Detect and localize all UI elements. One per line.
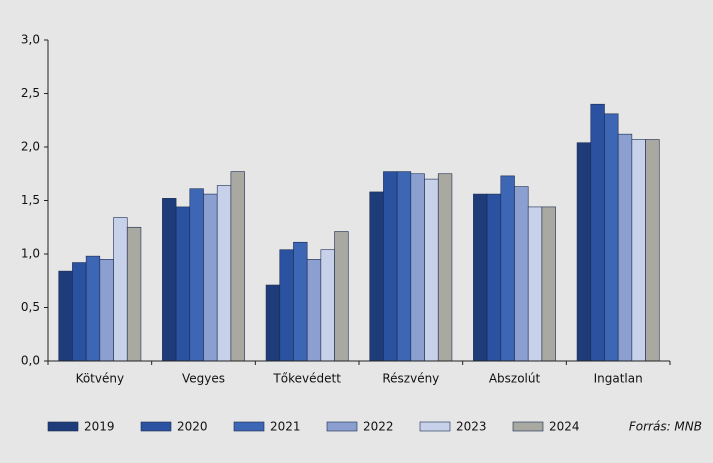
legend-swatch [419,421,451,432]
bar [576,142,592,362]
source-note: Forrás: MNB [629,420,702,434]
bar [230,171,245,362]
y-tick-label: 0,5 [21,300,40,314]
y-tick-label: 1,0 [21,247,40,261]
x-tick-label: Vegyes [182,372,225,386]
legend-label: 2019 [84,420,115,434]
x-tick-label: Tőkevédett [272,372,341,386]
legend-label: 2022 [363,420,394,434]
legend-label: 2023 [456,420,487,434]
bar [203,193,218,362]
bar [604,113,619,362]
bar [500,175,515,362]
bar [396,171,412,362]
bar [437,173,453,362]
x-tick-label: Ingatlan [594,372,643,386]
y-tick-label: 1,5 [21,193,40,207]
bar [590,103,605,362]
y-tick-label: 2,5 [21,86,40,100]
bar [189,188,204,362]
bar [514,186,529,362]
legend-swatch [47,421,79,432]
y-tick-label: 0,0 [21,354,40,368]
bar [486,193,502,362]
bar [99,259,114,362]
bar [334,231,349,362]
bar [113,217,128,362]
bar [320,249,335,362]
y-tick-label: 2,0 [21,140,40,154]
bar [617,133,633,362]
legend-swatch [326,421,358,432]
bar [527,206,543,362]
bar [162,198,177,362]
bar [175,206,191,362]
legend-label: 2021 [270,420,301,434]
bar [216,185,232,362]
bar [85,255,101,362]
x-tick-label: Részvény [382,372,439,386]
bar [645,139,660,362]
bar [410,173,425,362]
bar [473,193,488,362]
bar [631,139,646,362]
legend-swatch [233,421,265,432]
x-tick-label: Kötvény [76,372,125,386]
bar [306,259,322,362]
legend-swatch [512,421,544,432]
legend-label: 2020 [177,420,208,434]
bar [369,191,384,362]
bar [541,206,556,362]
legend-swatch [140,421,172,432]
bar [279,249,294,362]
y-tick-label: 3,0 [21,33,40,47]
bar [424,178,439,362]
x-tick-label: Abszolút [489,372,541,386]
bar [293,241,308,362]
bar [58,270,73,362]
bar [383,171,398,362]
bar [126,226,142,362]
legend-label: 2024 [549,420,580,434]
bar [265,284,281,362]
bar [72,262,87,362]
